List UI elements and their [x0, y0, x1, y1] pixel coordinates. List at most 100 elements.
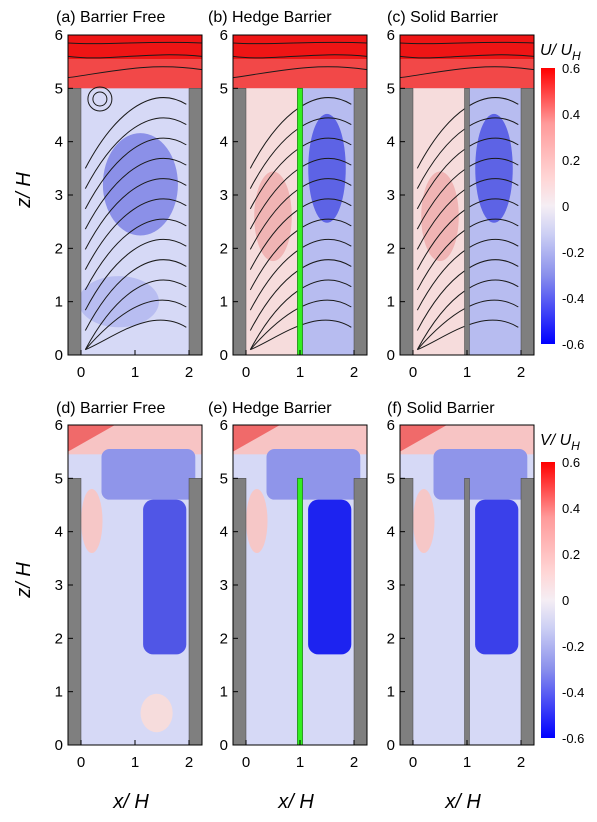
svg-text:U/ UH: U/ UH	[540, 42, 581, 63]
x-tick-label: 1	[296, 754, 304, 771]
streamline	[84, 259, 187, 331]
y-tick-label: 0	[387, 347, 395, 364]
building-left	[232, 478, 247, 746]
building-right	[520, 88, 535, 356]
x-tick-label: 1	[463, 364, 471, 381]
panel-b: 0 1 2 3 4 5 6 0 1 2	[220, 27, 368, 381]
streamline	[84, 279, 187, 350]
y-tick-label: 5	[55, 80, 63, 97]
panels-bottom: 0 1 2 3 4 5 6 0 1 2 0 1 2 3 4 5 6 0 1 2 0 1 2 3 4 5 6 0 1 2	[55, 417, 535, 771]
y-tick-label: 2	[55, 630, 63, 647]
hedge-barrier	[297, 477, 303, 746]
colorbar-tick-label: 0.2	[562, 547, 580, 562]
y-tick-label: 4	[220, 134, 228, 151]
colorbar-tick-label: 0.6	[562, 61, 580, 76]
y-tick-label: 6	[55, 27, 63, 44]
x-tick-label: 2	[517, 754, 525, 771]
building-right	[188, 478, 203, 746]
x-tick-label: 2	[185, 364, 193, 381]
streamline	[67, 66, 203, 79]
colorbar-bottom: V/ UH	[540, 432, 580, 738]
panels-top: 0 1 2 3 4 5 6 0 1 2 0 1 2 3 4 5 6 0 1 2 0 1 2 3 4 5 6 0 1 2	[55, 27, 535, 381]
colorbar-tick-label: -0.2	[562, 639, 584, 654]
y-tick-label: 2	[387, 240, 395, 257]
y-tick-label: 6	[387, 417, 395, 434]
y-tick-label: 4	[55, 524, 63, 541]
x-tick-label: 0	[242, 364, 250, 381]
y-tick-label: 6	[55, 417, 63, 434]
y-tick-label: 3	[220, 577, 228, 594]
x-axis-label-d: x/ H	[112, 791, 149, 813]
streamline	[84, 97, 187, 169]
colorbar-bottom-label: V/ U	[540, 432, 572, 449]
y-tick-label: 5	[55, 470, 63, 487]
solid-barrier	[464, 478, 470, 746]
y-tick-label: 1	[220, 294, 228, 311]
y-tick-label: 4	[387, 524, 395, 541]
y-tick-label: 2	[55, 240, 63, 257]
colorbar-top-label-sub: H	[572, 49, 581, 63]
y-tick-label: 3	[387, 187, 395, 204]
streamline	[84, 178, 187, 250]
panel-title-f: (f) Solid Barrier	[387, 400, 495, 417]
streamline	[84, 157, 187, 230]
y-tick-label: 0	[220, 737, 228, 754]
colorbar-tick-label: 0.6	[562, 455, 580, 470]
x-tick-label: 0	[409, 754, 417, 771]
vortex-streamline	[92, 91, 108, 107]
top-corner-contour	[68, 425, 115, 452]
panel-a: 0 1 2 3 4 5 6 0 1 2	[55, 27, 203, 381]
y-tick-label: 0	[387, 737, 395, 754]
building-left	[399, 478, 414, 746]
colorbar-tick-label: 0	[562, 593, 569, 608]
positive-core-contour	[421, 171, 459, 262]
x-tick-label: 1	[463, 754, 471, 771]
y-tick-label: 2	[220, 630, 228, 647]
panel-title-a: (a) Barrier Free	[56, 9, 165, 26]
x-tick-label: 0	[409, 364, 417, 381]
y-tick-label: 3	[387, 577, 395, 594]
streamline	[232, 41, 368, 45]
negative-core-contour	[143, 499, 187, 655]
panel-title-e: (e) Hedge Barrier	[208, 400, 332, 417]
y-tick-label: 4	[220, 524, 228, 541]
y-tick-label: 3	[55, 577, 63, 594]
y-tick-label: 2	[220, 240, 228, 257]
building-left	[67, 88, 82, 356]
streamline	[67, 41, 203, 45]
x-tick-label: 1	[296, 364, 304, 381]
streamline	[399, 54, 535, 59]
top-corner-contour	[400, 425, 447, 452]
streamline	[399, 41, 535, 45]
y-tick-label: 0	[220, 347, 228, 364]
building-right	[520, 478, 535, 746]
streamline	[84, 117, 187, 189]
colorbar-tick-label: -0.4	[562, 685, 584, 700]
x-tick-label: 0	[77, 364, 85, 381]
y-tick-label: 5	[387, 80, 395, 97]
x-tick-label: 0	[242, 754, 250, 771]
colorbar-tick-label: 0.2	[562, 153, 580, 168]
y-tick-label: 1	[55, 684, 63, 701]
vortex-streamline	[87, 86, 113, 112]
colorbar-tick-label: -0.2	[562, 245, 584, 260]
y-tick-label: 6	[220, 27, 228, 44]
x-axis-label-f: x/ H	[444, 791, 481, 813]
y-tick-label: 5	[387, 470, 395, 487]
panel-f: 0 1 2 3 4 5 6 0 1 2	[387, 417, 535, 771]
colorbar-tick-label: -0.4	[562, 291, 584, 306]
negative-core-contour	[308, 113, 346, 223]
building-left	[232, 88, 247, 356]
panel-e: 0 1 2 3 4 5 6 0 1 2	[220, 417, 368, 771]
colorbar-tick-label: -0.6	[562, 337, 584, 352]
x-axis-label-e: x/ H	[277, 791, 314, 813]
x-tick-label: 2	[350, 364, 358, 381]
streamline	[232, 54, 368, 59]
y-tick-label: 1	[220, 684, 228, 701]
y-tick-label: 1	[387, 684, 395, 701]
building-right	[353, 88, 368, 356]
y-axis-label-top: z/ H	[13, 172, 35, 209]
y-tick-label: 1	[55, 294, 63, 311]
y-tick-label: 0	[55, 737, 63, 754]
building-right	[188, 88, 203, 356]
